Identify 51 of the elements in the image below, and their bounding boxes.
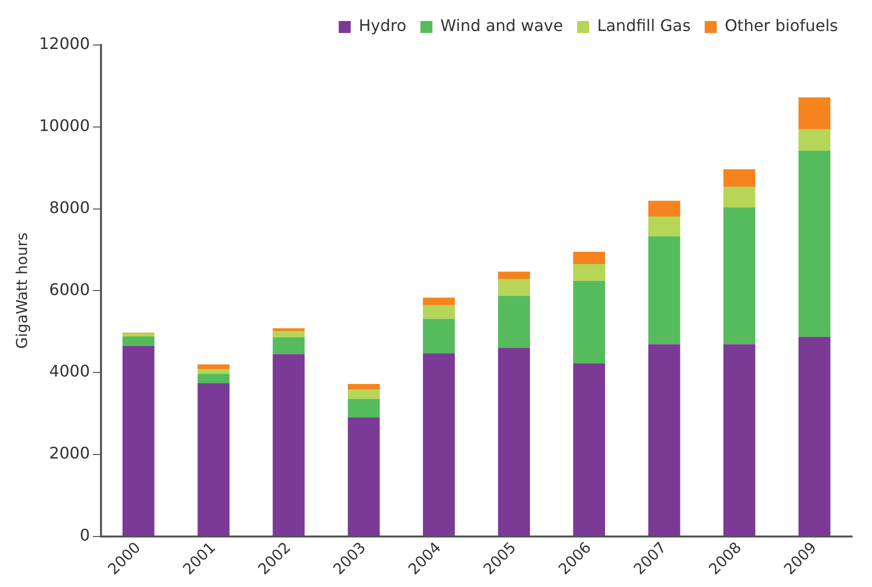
bar bbox=[272, 354, 305, 536]
bar bbox=[723, 186, 756, 208]
y-tick-label: 12000 bbox=[38, 34, 90, 54]
bar bbox=[122, 346, 154, 536]
bar bbox=[122, 336, 154, 346]
bar bbox=[272, 328, 305, 331]
y-tick-label: 10000 bbox=[38, 116, 90, 136]
bar bbox=[348, 418, 380, 536]
bar bbox=[348, 398, 380, 418]
y-tick-label: 2000 bbox=[49, 444, 90, 463]
legend-label: Other biofuels bbox=[724, 16, 838, 36]
bar bbox=[198, 369, 230, 374]
bar bbox=[422, 298, 455, 305]
bar bbox=[498, 278, 530, 296]
bar bbox=[348, 390, 380, 399]
bar bbox=[573, 364, 606, 536]
bar bbox=[648, 200, 680, 217]
bar bbox=[422, 318, 455, 354]
bar bbox=[798, 336, 830, 536]
bar bbox=[573, 252, 606, 264]
bar bbox=[498, 296, 530, 348]
bar bbox=[498, 272, 530, 279]
bar bbox=[498, 348, 530, 536]
bar bbox=[723, 169, 756, 187]
y-tick-label: 4000 bbox=[49, 362, 90, 381]
bar bbox=[648, 344, 680, 536]
bar bbox=[573, 280, 606, 364]
bar bbox=[348, 384, 380, 390]
bar bbox=[422, 353, 455, 536]
bar bbox=[122, 334, 154, 336]
bar bbox=[648, 236, 680, 344]
legend-label: Wind and wave bbox=[440, 16, 564, 36]
bar bbox=[198, 364, 230, 370]
bar bbox=[648, 216, 680, 236]
bar bbox=[573, 264, 606, 281]
legend-label: Landfill Gas bbox=[597, 16, 691, 36]
bar bbox=[798, 150, 830, 337]
y-tick-label: 8000 bbox=[49, 198, 90, 217]
bar bbox=[723, 207, 756, 344]
bar bbox=[723, 344, 756, 536]
legend-label: Hydro bbox=[358, 16, 406, 36]
y-axis-title: GigaWatt hours bbox=[12, 232, 31, 349]
bar bbox=[198, 374, 230, 384]
bar bbox=[272, 330, 305, 338]
bar bbox=[272, 337, 305, 354]
bar bbox=[198, 383, 230, 536]
bar bbox=[798, 97, 830, 130]
y-tick-label: 6000 bbox=[49, 280, 90, 299]
bar bbox=[798, 129, 830, 151]
bar bbox=[422, 304, 455, 319]
y-tick-label: 0 bbox=[80, 525, 90, 544]
